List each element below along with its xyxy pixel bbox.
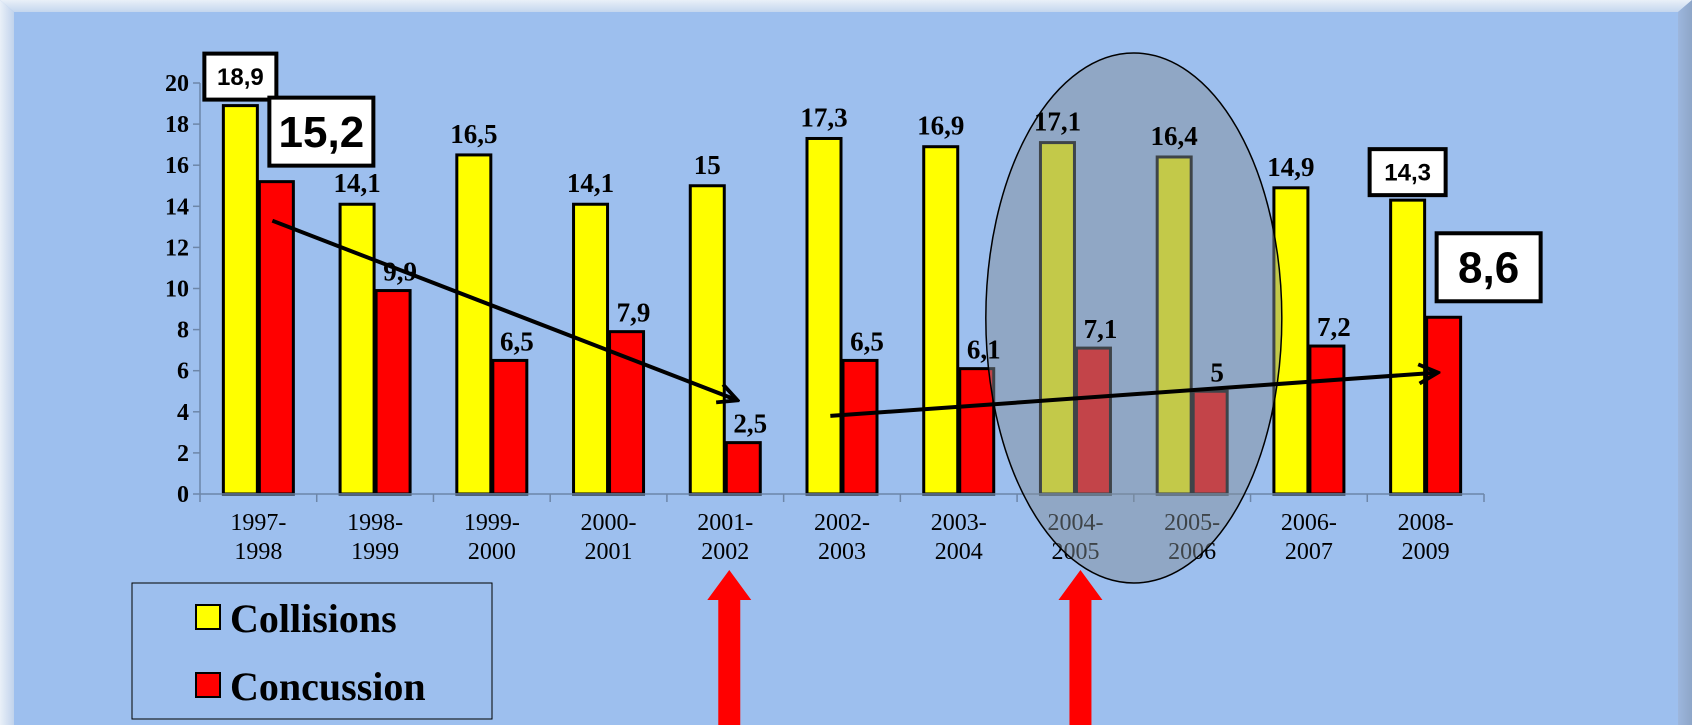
data-label-collisions: 16,4 [1151,121,1198,151]
x-tick-label: 2000- [581,510,637,536]
red-arrow [707,570,752,725]
x-tick-label: 2004 [935,539,983,565]
x-tick-label: 2000 [468,539,516,565]
data-label-collisions: 14,9 [1267,152,1314,182]
data-label-concussion: 7,2 [1317,312,1351,342]
bar-concussion [491,358,529,496]
y-tick-label: 0 [177,482,189,508]
bar-concussion [1308,344,1346,496]
bar-concussion [841,358,879,496]
x-tick-label: 2009 [1402,539,1450,565]
data-label-concussion: 7,9 [617,298,651,328]
trend-arrow [830,373,1435,418]
data-label-concussion: 6,5 [850,326,884,356]
bar-concussion [1074,346,1112,496]
bar-collisions [1038,141,1076,496]
bar-collisions [922,145,960,496]
highlight-ellipse [985,52,1283,584]
trend-arrow [271,218,735,400]
data-label-concussion: 8,6 [1458,244,1519,293]
data-label-collisions: 17,1 [1034,107,1081,137]
x-tick-label: 1997- [230,510,286,536]
trend-lines [271,218,1435,418]
bar-collisions [688,184,726,496]
y-tick-label: 6 [177,359,189,385]
bar-concussion [1191,389,1229,496]
y-tick-label: 14 [165,194,189,220]
data-label-concussion: 6,1 [967,335,1001,365]
data-label-concussion: 7,1 [1084,314,1118,344]
highlight-ellipse-layer [985,52,1283,584]
legend-swatch-collisions [195,604,221,630]
data-label-concussion: 2,5 [733,409,767,439]
data-label-collisions: 14,3 [1384,160,1431,187]
x-tick-label: 2005- [1164,510,1220,536]
bar-concussion [1425,315,1463,496]
bar-concussion [724,441,762,496]
y-tick-label: 18 [165,112,189,138]
x-tick-label: 1999- [464,510,520,536]
data-label-collisions: 16,9 [917,111,964,141]
bar-collisions [805,136,843,496]
y-tick-label: 8 [177,318,189,344]
data-label-concussion: 6,5 [500,326,534,356]
x-tick-label: 1999 [351,539,399,565]
legend-swatch-concussion [195,672,221,698]
data-label-concussion: 5 [1210,357,1224,387]
y-tick-label: 2 [177,441,189,467]
x-tick-label: 2001 [585,539,633,565]
x-tick-label: 1998 [234,539,282,565]
y-tick-label: 4 [177,400,189,426]
x-tick-label: 1998- [347,510,403,536]
x-axis: 1997- 1998 1998- 1999 1999- 2000 2000- 2001 2001… [199,493,1485,565]
data-label-collisions: 14,1 [567,168,614,198]
red-arrow [1058,570,1103,725]
data-label-concussion: 15,2 [279,108,365,157]
bar-collisions [1389,198,1427,496]
legend-box [131,582,493,720]
data-label-box [1434,231,1543,304]
legend-label-collisions: Collisions [230,596,397,641]
y-axis: 0 2 4 6 8 10 12 14 16 18 20 [165,71,201,508]
frame-bevel-left [0,0,14,725]
x-tick-label: 2002- [814,510,870,536]
y-tick-label: 16 [165,153,189,179]
y-tick-label: 10 [165,277,189,303]
x-tick-label: 2001- [697,510,753,536]
x-tick-label: 2006- [1281,510,1337,536]
bar-concussion [958,367,996,496]
data-label-box [202,51,279,102]
data-label-collisions: 17,3 [800,102,847,132]
x-tick-label: 2004- [1047,510,1103,536]
data-label-collisions: 18,9 [217,64,264,91]
x-tick-label: 2008- [1398,510,1454,536]
data-label-box [267,95,376,168]
y-tick-label: 12 [165,235,189,261]
frame-bevel-right [1678,0,1692,725]
bar-collisions [455,153,493,496]
x-tick-label: 2003 [818,539,866,565]
y-tick-label: 20 [165,71,189,97]
data-labels: 18,9 14,1 16,5 14,1 15 17,3 16,9 17,1 16,4 14,9 14… [202,51,1543,439]
legend: Collisions Concussion [131,582,493,720]
data-label-box [1367,147,1448,198]
data-label-collisions: 15 [694,150,721,180]
x-tick-label: 2002 [701,539,749,565]
legend-label-concussion: Concussion [230,664,426,709]
x-tick-label: 2007 [1285,539,1333,565]
data-label-collisions: 16,5 [450,119,497,149]
bar-concussion [374,289,412,496]
x-tick-label: 2003- [931,510,987,536]
highlight-arrows [707,570,1103,725]
frame-bevel-top [0,0,1692,12]
bar-collisions [221,104,259,496]
data-label-collisions: 14,1 [333,168,380,198]
